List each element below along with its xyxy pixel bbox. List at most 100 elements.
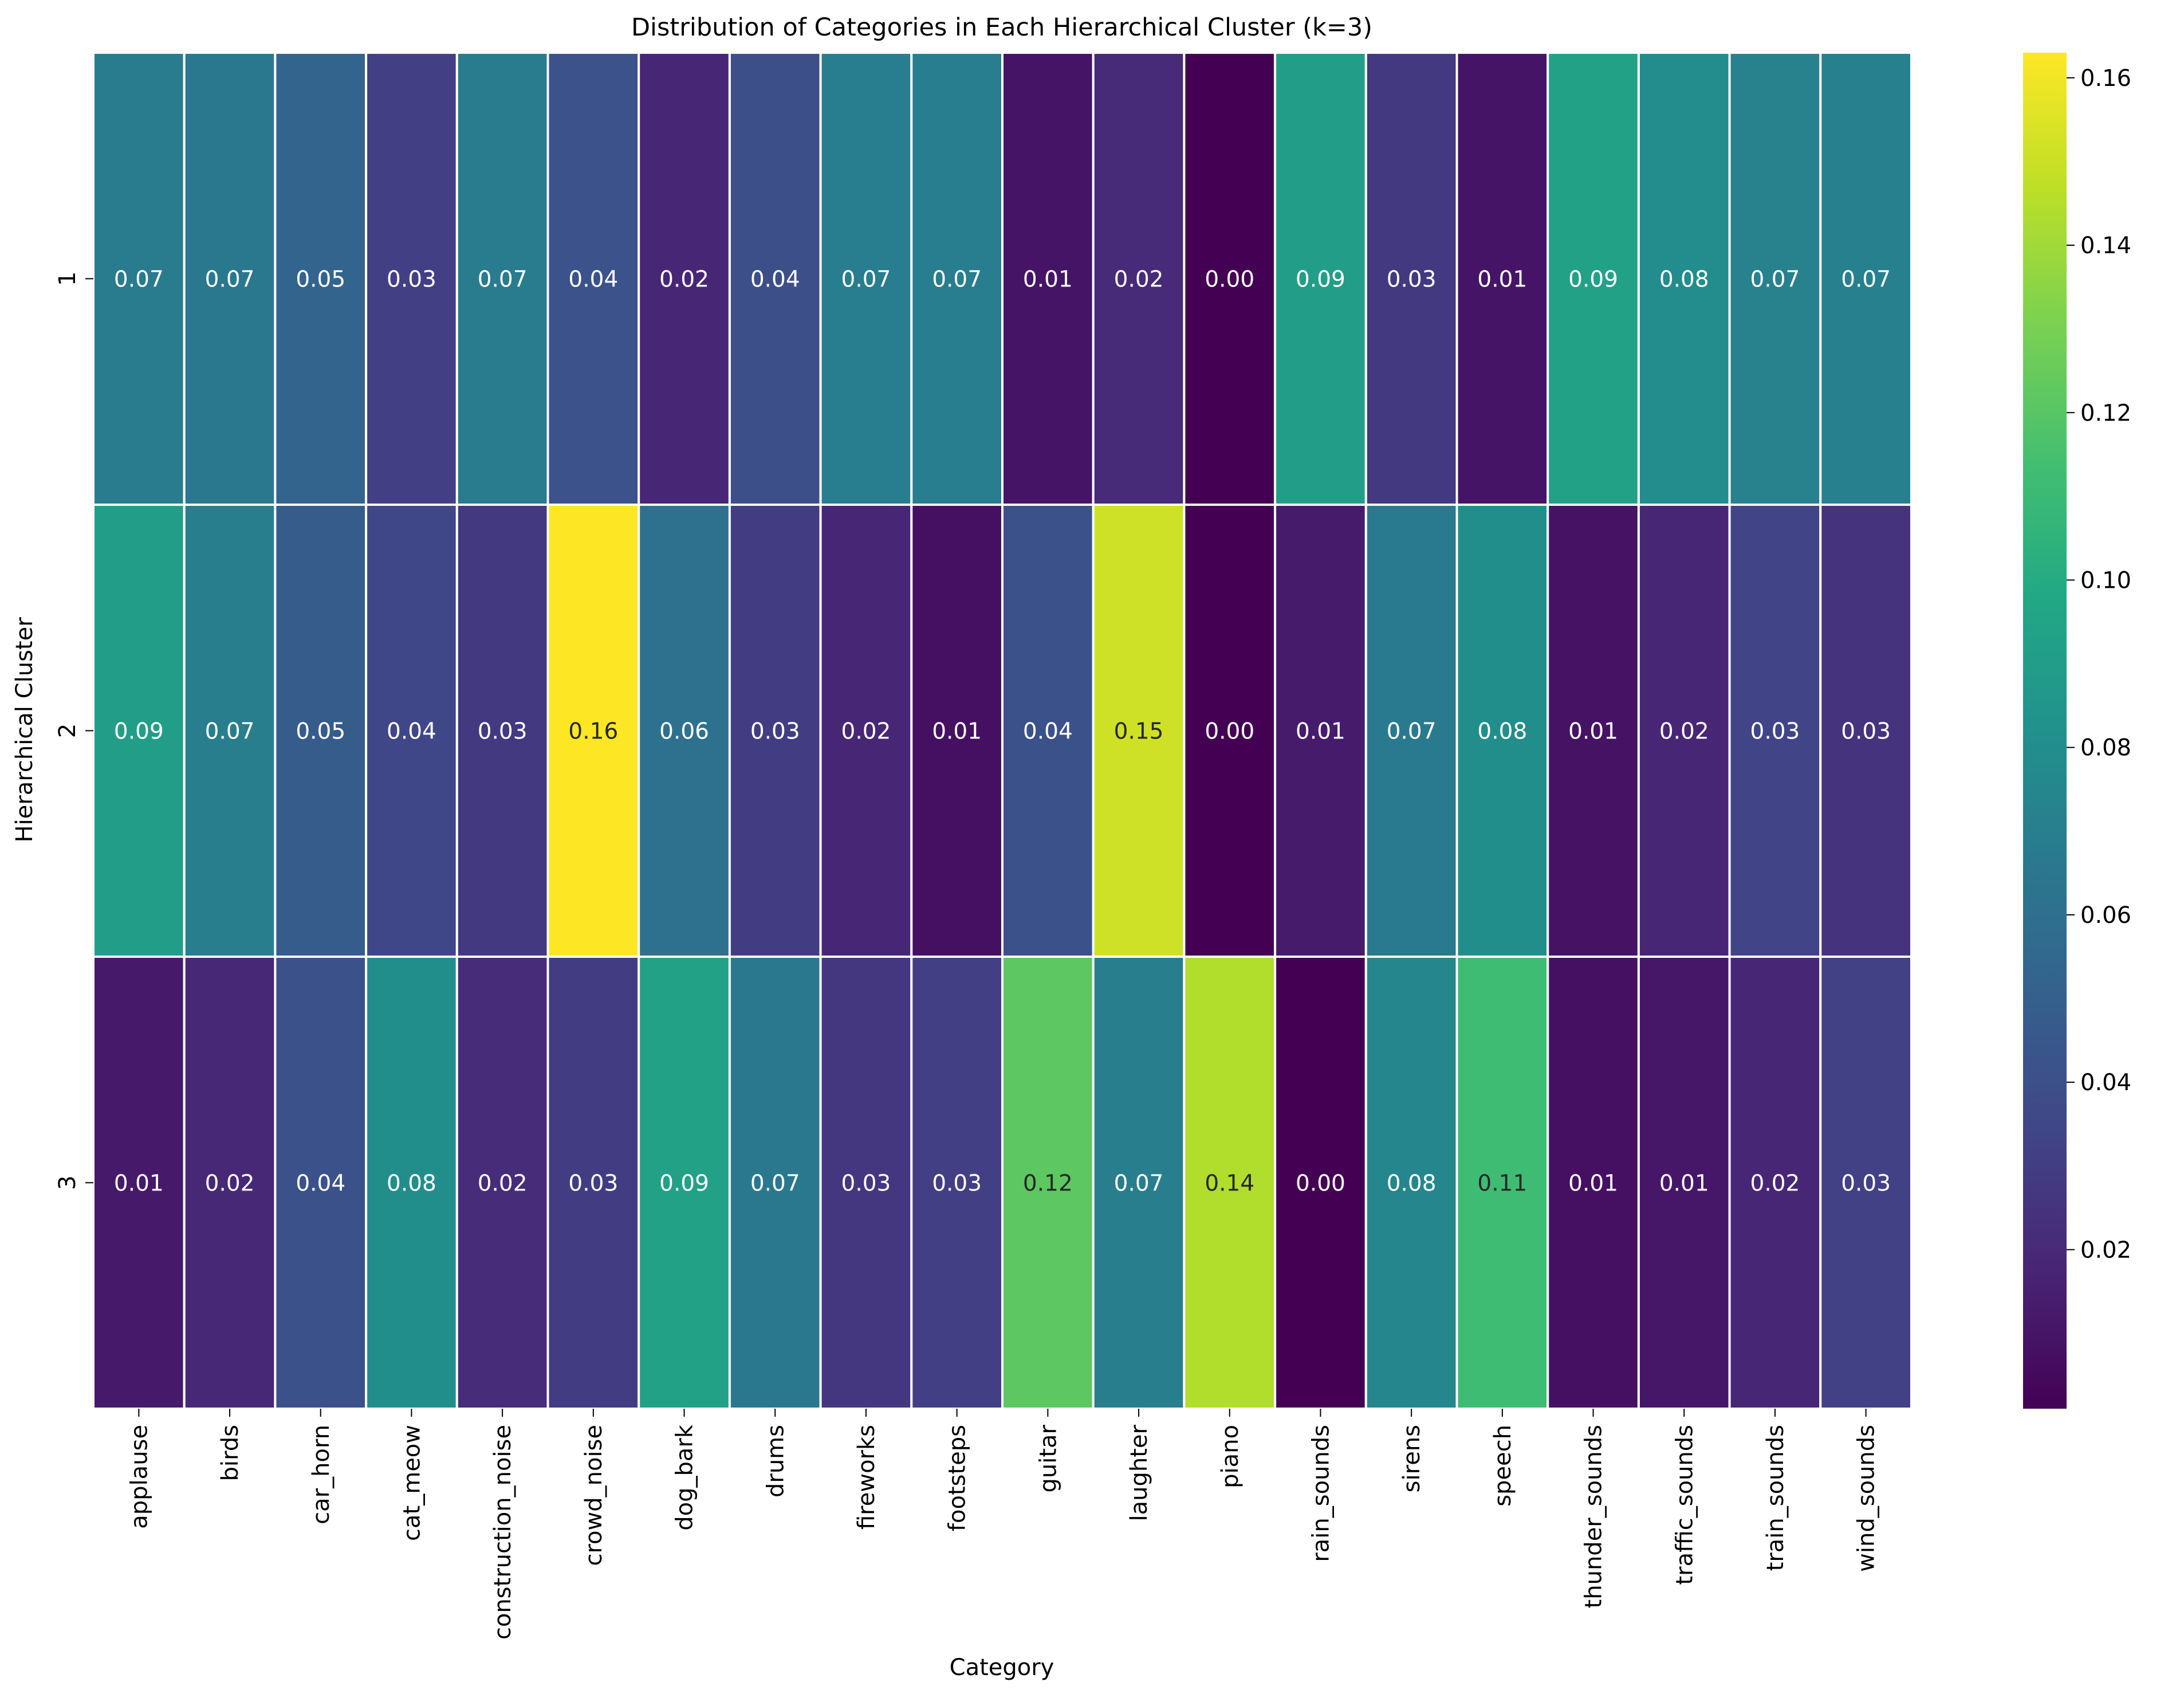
cell-annotation: 0.12 [1023,1171,1073,1197]
colorbar-tick-label: 0.16 [2080,65,2131,92]
heatmap-cells: 0.07 0.07 0.05 0.03 0.07 0.04 0.02 0.04 0.07 0.07… [92,52,1913,1410]
cell-annotation: 0.03 [478,719,528,745]
x-tick-label: train_sounds [1762,1425,1789,1571]
heatmap-cell [1001,504,1095,958]
x-tick-label: dog_bark [672,1424,698,1531]
cell-annotation: 0.04 [296,1171,345,1197]
cell-annotation: 0.08 [387,1171,436,1197]
x-tick-label: construction_noise [490,1425,516,1640]
heatmap-cell [1637,52,1731,506]
cell-annotation: 0.04 [750,267,800,293]
cell-annotation: 0.07 [114,267,164,293]
cell-annotation: 0.03 [1387,267,1437,293]
cell-annotation: 0.03 [1841,1171,1891,1197]
heatmap-cell [183,504,277,958]
cell-annotation: 0.02 [1750,1171,1800,1197]
heatmap-cell [910,956,1004,1410]
cell-annotation: 0.07 [205,719,255,745]
colorbar-tick-label: 0.06 [2080,902,2131,929]
heatmap-cell [638,504,731,958]
heatmap-cell [819,504,913,958]
heatmap-cell [365,52,458,506]
cell-annotation: 0.01 [1568,1171,1618,1197]
cell-annotation: 0.09 [1568,267,1618,293]
x-tick-label: fireworks [853,1425,880,1530]
heatmap-cell [638,956,731,1410]
x-tick-label: guitar [1035,1424,1061,1492]
y-tick-label: 1 [54,272,81,286]
heatmap-cell [1455,956,1549,1410]
heatmap-cell [1274,52,1367,506]
cell-annotation: 0.03 [1750,719,1800,745]
x-tick-label: car_horn [308,1425,335,1524]
cell-annotation: 0.02 [1659,719,1709,745]
cell-annotation: 0.14 [1205,1171,1254,1197]
cell-annotation: 0.08 [1387,1171,1437,1197]
cell-annotation: 0.03 [841,1171,891,1197]
heatmap-cell [1819,52,1913,506]
heatmap-cell [1183,956,1277,1410]
heatmap-cell [1637,504,1731,958]
heatmap-cell [1728,956,1822,1410]
cell-annotation: 0.01 [1568,719,1618,745]
x-tick-label: piano [1217,1425,1243,1488]
x-tick-label: wind_sounds [1854,1425,1880,1572]
x-tick-label: cat_meow [399,1425,425,1541]
x-tick-label: thunder_sounds [1581,1425,1607,1608]
heatmap-cell [183,956,277,1410]
cell-annotation: 0.04 [568,267,618,293]
heatmap-cell [92,504,186,958]
cell-annotation: 0.01 [114,1171,164,1197]
x-tick-label: sirens [1399,1425,1425,1492]
cell-annotation: 0.00 [1205,267,1254,293]
heatmap-cell [92,52,186,506]
cell-annotation: 0.06 [659,719,709,745]
cell-annotation: 0.01 [1296,719,1345,745]
x-tick-label: laughter [1126,1424,1152,1521]
cell-annotation: 0.07 [1750,267,1800,293]
heatmap-cell [728,504,822,958]
cell-annotation: 0.02 [659,267,709,293]
x-tick-label: traffic_sounds [1671,1425,1698,1585]
cell-annotation: 0.01 [1659,1171,1709,1197]
x-axis-label: Category [950,1654,1054,1681]
heatmap-cell [728,956,822,1410]
heatmap-cell [274,504,368,958]
x-tick-label: birds [217,1425,243,1481]
colorbar: 0.02 0.04 0.06 0.08 0.10 0.12 0.14 0.16 [2023,53,2131,1409]
x-tick-label: speech [1490,1425,1516,1507]
cell-annotation: 0.05 [296,267,345,293]
colorbar-tick-label: 0.12 [2080,400,2131,426]
y-tick-label: 2 [54,724,81,738]
heatmap-cell [1455,504,1549,958]
x-axis: applause birds car_horn cat_meow constructio… [126,1409,1880,1640]
cell-annotation: 0.02 [205,1171,255,1197]
heatmap-cell [1819,504,1913,958]
heatmap-cell [546,52,640,506]
heatmap-cell [274,956,368,1410]
x-tick-label: crowd_noise [581,1425,607,1566]
heatmap-cell [455,956,549,1410]
heatmap-cell [1274,956,1367,1410]
cell-annotation: 0.02 [478,1171,528,1197]
x-tick-label: applause [126,1425,152,1529]
heatmap-cell [1546,504,1640,958]
cell-annotation: 0.09 [659,1171,709,1197]
cell-annotation: 0.08 [1659,267,1709,293]
y-axis: 1 2 3 [54,272,93,1190]
cell-annotation: 0.07 [205,267,255,293]
cell-annotation: 0.00 [1296,1171,1345,1197]
cell-annotation: 0.01 [1477,267,1527,293]
cell-annotation: 0.07 [1841,267,1891,293]
cell-annotation: 0.07 [932,267,982,293]
colorbar-tick-label: 0.14 [2080,233,2131,259]
x-tick-label: rain_sounds [1308,1425,1334,1562]
cell-annotation: 0.07 [478,267,528,293]
chart-title: Distribution of Categories in Each Hiera… [631,13,1372,42]
cell-annotation: 0.01 [1023,267,1073,293]
cell-annotation: 0.07 [1114,1171,1164,1197]
x-tick-label: drums [762,1425,789,1497]
cell-annotation: 0.09 [114,719,164,745]
